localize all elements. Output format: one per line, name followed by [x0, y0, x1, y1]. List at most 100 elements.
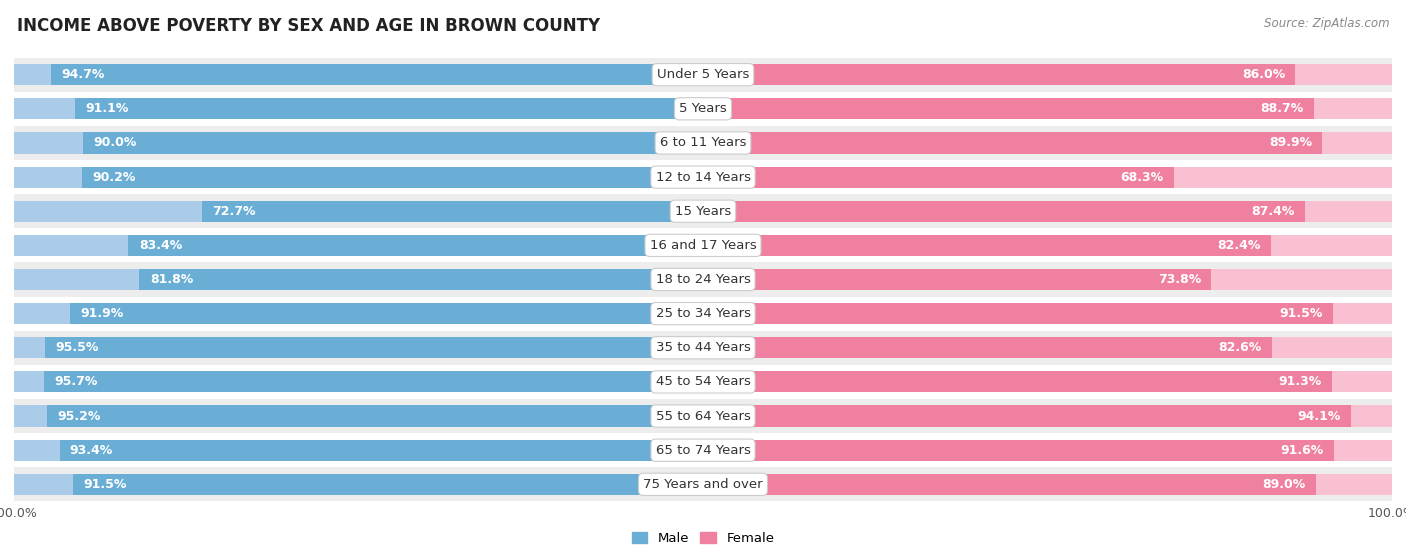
Bar	[703, 303, 1392, 324]
Text: 75 Years and over: 75 Years and over	[643, 478, 763, 491]
Text: 95.5%: 95.5%	[55, 342, 98, 354]
Bar	[59, 439, 703, 461]
Text: 88.7%: 88.7%	[1261, 102, 1303, 115]
Text: 82.6%: 82.6%	[1219, 342, 1261, 354]
Text: 55 to 64 Years: 55 to 64 Years	[655, 410, 751, 423]
Text: 16 and 17 Years: 16 and 17 Years	[650, 239, 756, 252]
Bar	[703, 473, 1392, 495]
Bar	[14, 405, 703, 427]
Bar	[14, 439, 703, 461]
Text: 25 to 34 Years: 25 to 34 Years	[655, 307, 751, 320]
Bar	[703, 303, 1333, 324]
Bar	[703, 235, 1392, 256]
Text: Under 5 Years: Under 5 Years	[657, 68, 749, 81]
Bar	[51, 64, 703, 86]
Bar	[82, 167, 703, 188]
Text: 35 to 44 Years: 35 to 44 Years	[655, 342, 751, 354]
Bar	[14, 371, 703, 392]
Bar	[14, 201, 703, 222]
Bar	[14, 235, 703, 256]
Bar	[703, 132, 1392, 154]
Bar	[703, 371, 1331, 392]
Text: 6 to 11 Years: 6 to 11 Years	[659, 136, 747, 149]
Bar	[14, 228, 1392, 262]
Text: 94.7%: 94.7%	[60, 68, 104, 81]
Text: 91.1%: 91.1%	[86, 102, 129, 115]
Bar	[703, 439, 1334, 461]
Text: 81.8%: 81.8%	[150, 273, 193, 286]
Text: 83.4%: 83.4%	[139, 239, 181, 252]
Bar	[703, 132, 1323, 154]
Text: 89.0%: 89.0%	[1263, 478, 1306, 491]
Bar	[14, 399, 1392, 433]
Bar	[703, 98, 1392, 120]
Bar	[703, 269, 1212, 290]
Text: 86.0%: 86.0%	[1241, 68, 1285, 81]
Text: INCOME ABOVE POVERTY BY SEX AND AGE IN BROWN COUNTY: INCOME ABOVE POVERTY BY SEX AND AGE IN B…	[17, 17, 600, 35]
Bar	[45, 337, 703, 358]
Bar	[14, 132, 703, 154]
Text: Source: ZipAtlas.com: Source: ZipAtlas.com	[1264, 17, 1389, 30]
Bar	[14, 262, 1392, 297]
Text: 68.3%: 68.3%	[1121, 170, 1163, 183]
Bar	[76, 98, 703, 120]
Text: 12 to 14 Years: 12 to 14 Years	[655, 170, 751, 183]
Bar	[14, 194, 1392, 228]
Bar	[14, 58, 1392, 92]
Bar	[703, 371, 1392, 392]
Text: 73.8%: 73.8%	[1159, 273, 1201, 286]
Bar	[14, 331, 1392, 365]
Bar	[703, 98, 1315, 120]
Text: 91.9%: 91.9%	[80, 307, 124, 320]
Bar	[70, 303, 703, 324]
Bar	[14, 92, 1392, 126]
Bar	[202, 201, 703, 222]
Text: 91.5%: 91.5%	[1279, 307, 1323, 320]
Text: 90.0%: 90.0%	[93, 136, 136, 149]
Bar	[14, 64, 703, 86]
Text: 87.4%: 87.4%	[1251, 205, 1295, 217]
Bar	[44, 371, 703, 392]
Text: 91.3%: 91.3%	[1278, 376, 1322, 389]
Bar	[14, 473, 703, 495]
Bar	[703, 405, 1351, 427]
Bar	[703, 269, 1392, 290]
Text: 89.9%: 89.9%	[1268, 136, 1312, 149]
Bar	[703, 64, 1392, 86]
Bar	[703, 473, 1316, 495]
Text: 65 to 74 Years: 65 to 74 Years	[655, 444, 751, 457]
Bar	[128, 235, 703, 256]
Bar	[14, 160, 1392, 194]
Bar	[83, 132, 703, 154]
Bar	[73, 473, 703, 495]
Bar	[139, 269, 703, 290]
Bar	[14, 126, 1392, 160]
Text: 82.4%: 82.4%	[1218, 239, 1260, 252]
Text: 95.7%: 95.7%	[53, 376, 97, 389]
Bar	[48, 405, 703, 427]
Legend: Male, Female: Male, Female	[626, 527, 780, 550]
Bar	[703, 167, 1174, 188]
Bar	[14, 167, 703, 188]
Bar	[703, 337, 1272, 358]
Bar	[703, 405, 1392, 427]
Bar	[703, 167, 1392, 188]
Text: 95.2%: 95.2%	[58, 410, 101, 423]
Text: 94.1%: 94.1%	[1298, 410, 1341, 423]
Bar	[14, 467, 1392, 501]
Bar	[14, 297, 1392, 331]
Bar	[703, 64, 1295, 86]
Text: 5 Years: 5 Years	[679, 102, 727, 115]
Text: 90.2%: 90.2%	[91, 170, 135, 183]
Text: 15 Years: 15 Years	[675, 205, 731, 217]
Text: 93.4%: 93.4%	[70, 444, 112, 457]
Text: 45 to 54 Years: 45 to 54 Years	[655, 376, 751, 389]
Bar	[14, 337, 703, 358]
Bar	[703, 201, 1392, 222]
Bar	[14, 98, 703, 120]
Bar	[703, 337, 1392, 358]
Text: 18 to 24 Years: 18 to 24 Years	[655, 273, 751, 286]
Bar	[14, 365, 1392, 399]
Bar	[14, 433, 1392, 467]
Bar	[14, 269, 703, 290]
